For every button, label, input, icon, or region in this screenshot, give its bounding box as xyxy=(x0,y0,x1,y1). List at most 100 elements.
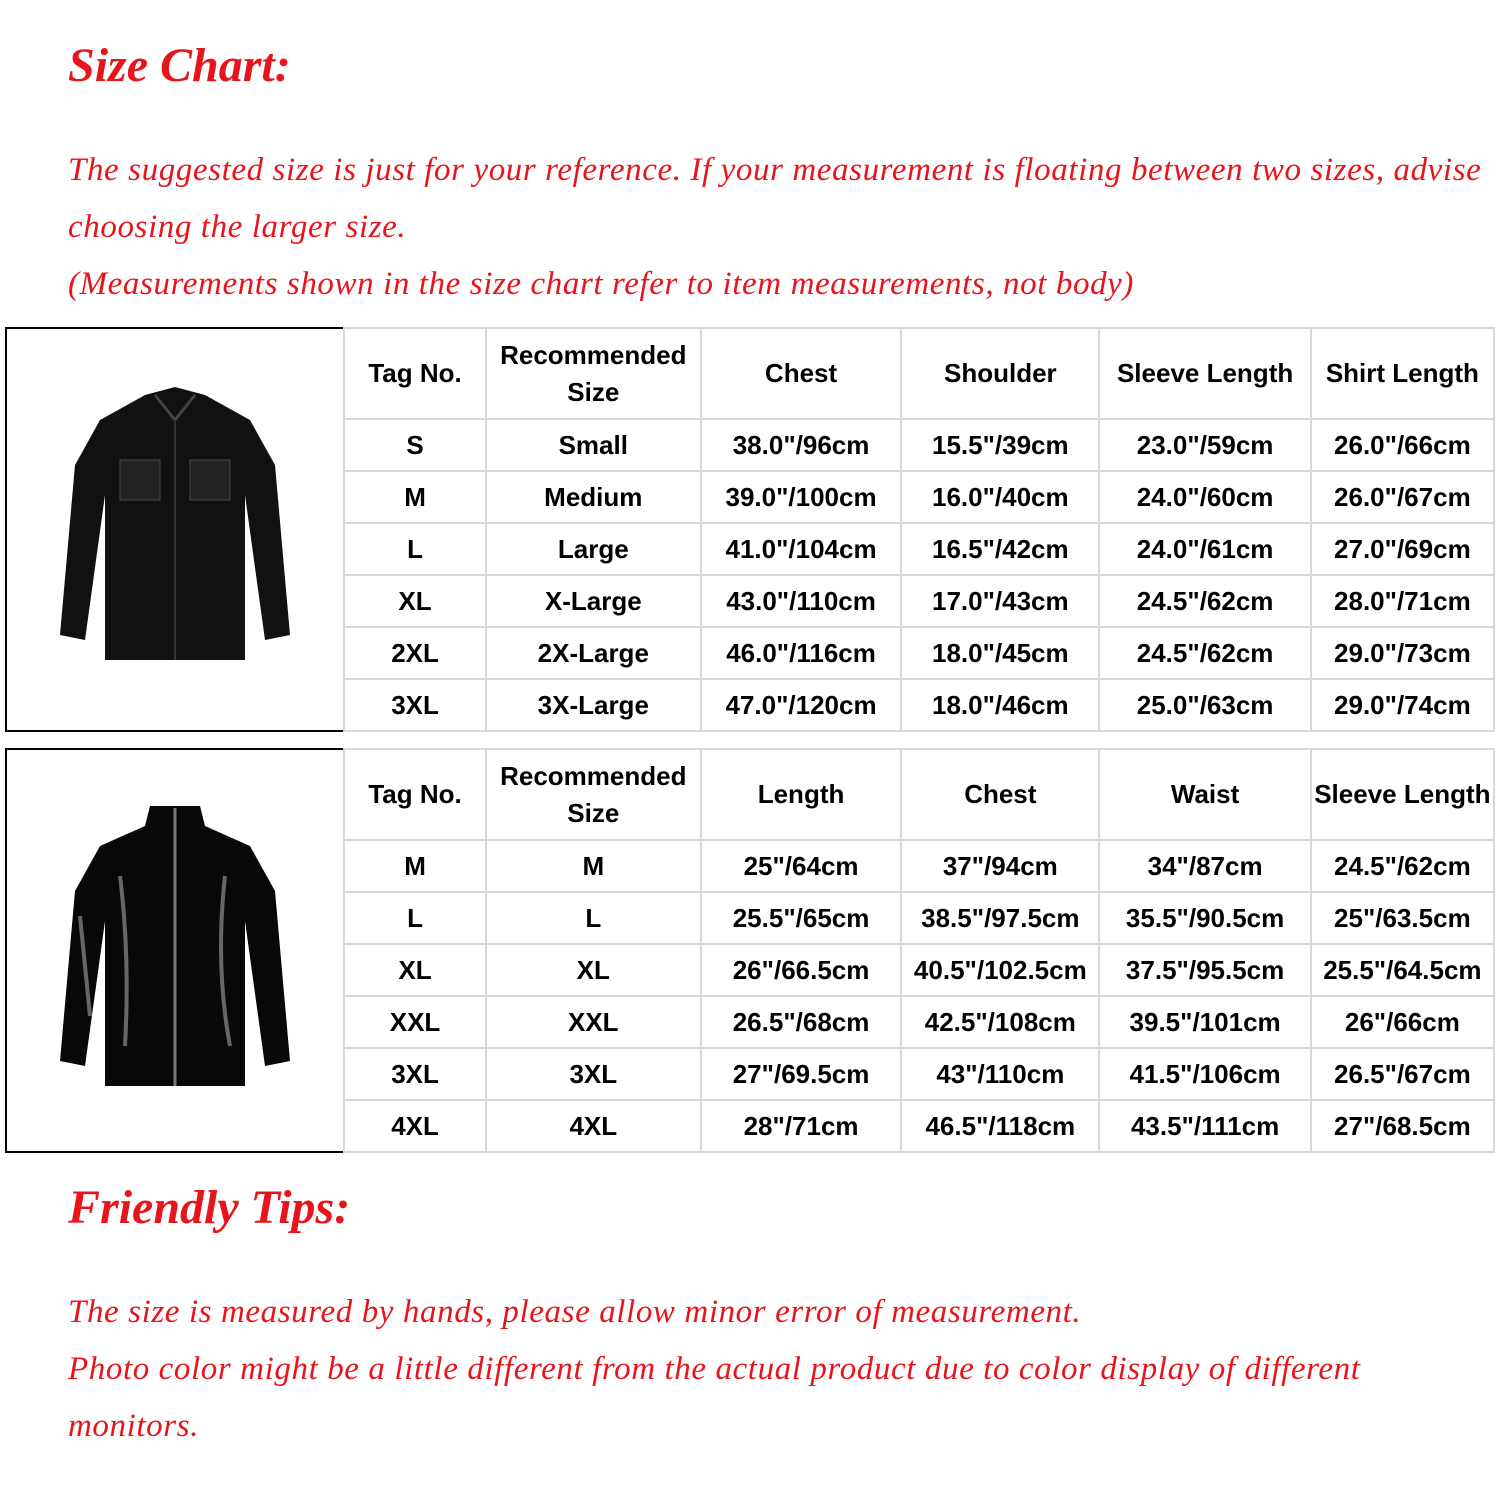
cell: 16.0"/40cm xyxy=(900,470,1101,524)
cell: XXL xyxy=(484,995,702,1049)
cell: 29.0"/73cm xyxy=(1309,626,1496,680)
image-cell xyxy=(6,749,346,1152)
cell: 34"/87cm xyxy=(1098,839,1312,893)
tips-title: Friendly Tips: xyxy=(68,1181,351,1234)
cell: 3XL xyxy=(343,678,487,732)
cell: 46.0"/116cm xyxy=(699,626,903,680)
header-cell: Shirt Length xyxy=(1309,327,1496,420)
header-cell: Waist xyxy=(1098,748,1312,841)
shirt-image xyxy=(60,805,291,1086)
cell: 26"/66cm xyxy=(1309,995,1496,1049)
data-row: L L 25.5"/65cm 38.5"/97.5cm 35.5"/90.5cm 25"/… xyxy=(6,891,1496,945)
cell: 27.0"/69cm xyxy=(1309,522,1496,576)
cell: 40.5"/102.5cm xyxy=(900,943,1101,997)
data-row: M Medium 39.0"/100cm 16.0"/40cm 24.0"/60cm 26… xyxy=(6,470,1496,524)
cell: 3XL xyxy=(343,1047,487,1101)
note-line: Photo color might be a little different … xyxy=(68,1351,1361,1444)
size-table: Tag No. Recommended Size Chest Shoulder Slee… xyxy=(5,327,1496,732)
cell: 39.5"/101cm xyxy=(1098,995,1312,1049)
header-row: Tag No. Recommended Size Length Chest Waist S… xyxy=(6,748,1496,1152)
size-table: Tag No. Recommended Size Length Chest Waist S… xyxy=(5,748,1496,1153)
cell: 23.0"/59cm xyxy=(1098,418,1312,472)
cell: 29.0"/74cm xyxy=(1309,678,1496,732)
cell: 4XL xyxy=(343,1099,487,1153)
cell: 28"/71cm xyxy=(699,1099,903,1153)
cell: 25.0"/63cm xyxy=(1098,678,1312,732)
cell: 17.0"/43cm xyxy=(900,574,1101,628)
cell: 26.5"/67cm xyxy=(1309,1047,1496,1101)
cell: 24.0"/60cm xyxy=(1098,470,1312,524)
cell: 41.0"/104cm xyxy=(699,522,903,576)
cell: 37.5"/95.5cm xyxy=(1098,943,1312,997)
header-cell: Sleeve Length xyxy=(1098,327,1312,420)
note-line: The size is measured by hands, please al… xyxy=(68,1294,1082,1330)
cell: 3X-Large xyxy=(484,678,702,732)
cell: 26.5"/68cm xyxy=(699,995,903,1049)
cell: 25.5"/64.5cm xyxy=(1309,943,1496,997)
cell: M xyxy=(484,839,702,893)
cell: 43"/110cm xyxy=(900,1047,1101,1101)
cell: 24.0"/61cm xyxy=(1098,522,1312,576)
data-row: S Small 38.0"/96cm 15.5"/39cm 23.0"/59cm 26.0… xyxy=(6,418,1496,472)
header-cell: Recommended Size xyxy=(484,748,702,841)
header-cell: Sleeve Length xyxy=(1309,748,1496,841)
cell: 41.5"/106cm xyxy=(1098,1047,1312,1101)
notes: The suggested size is just for your refe… xyxy=(68,142,1488,313)
cell: M xyxy=(343,839,487,893)
cell: 2XL xyxy=(343,626,487,680)
cell: 26.0"/67cm xyxy=(1309,470,1496,524)
cell: L xyxy=(343,522,487,576)
shirt-image xyxy=(60,386,291,660)
title: Size Chart: xyxy=(68,39,291,92)
cell: 38.5"/97.5cm xyxy=(900,891,1101,945)
cell: XXL xyxy=(343,995,487,1049)
cell: Small xyxy=(484,418,702,472)
header-row: Tag No. Recommended Size Chest Shoulder Slee… xyxy=(6,327,1496,731)
header-cell: Length xyxy=(699,748,903,841)
cell: 43.5"/111cm xyxy=(1098,1099,1312,1153)
image-cell xyxy=(6,328,346,731)
cell: 25"/64cm xyxy=(699,839,903,893)
header-cell: Tag No. xyxy=(343,327,487,420)
cell: 43.0"/110cm xyxy=(699,574,903,628)
cell: M xyxy=(343,470,487,524)
cell: 47.0"/120cm xyxy=(699,678,903,732)
cell: 18.0"/46cm xyxy=(900,678,1101,732)
cell: 16.5"/42cm xyxy=(900,522,1101,576)
data-row: XXL XXL 26.5"/68cm 42.5"/108cm 39.5"/101cm 26… xyxy=(6,995,1496,1049)
cell: XL xyxy=(343,574,487,628)
cell: 46.5"/118cm xyxy=(900,1099,1101,1153)
header-cell: Chest xyxy=(900,748,1101,841)
cell: S xyxy=(343,418,487,472)
cell: 15.5"/39cm xyxy=(900,418,1101,472)
cell: 42.5"/108cm xyxy=(900,995,1101,1049)
cell: L xyxy=(484,891,702,945)
cell: 4XL xyxy=(484,1099,702,1153)
cell: 25.5"/65cm xyxy=(699,891,903,945)
cell: Medium xyxy=(484,470,702,524)
data-row: XL XL 26"/66.5cm 40.5"/102.5cm 37.5"/95.5cm 2… xyxy=(6,943,1496,997)
cell: X-Large xyxy=(484,574,702,628)
cell: XL xyxy=(484,943,702,997)
header-cell: Recommended Size xyxy=(484,327,702,420)
note-line: (Measurements shown in the size chart re… xyxy=(68,266,1135,302)
cell: 27"/69.5cm xyxy=(699,1047,903,1101)
cell: 2X-Large xyxy=(484,626,702,680)
cell: Large xyxy=(484,522,702,576)
cell: 3XL xyxy=(484,1047,702,1101)
cell: 37"/94cm xyxy=(900,839,1101,893)
header-cell: Chest xyxy=(699,327,903,420)
data-row: XL X-Large 43.0"/110cm 17.0"/43cm 24.5"/62cm… xyxy=(6,574,1496,628)
note-line: The suggested size is just for your refe… xyxy=(68,152,1482,245)
data-row: 2XL 2X-Large 46.0"/116cm 18.0"/45cm 24.5"/62… xyxy=(6,626,1496,680)
cell: 26"/66.5cm xyxy=(699,943,903,997)
cell: 24.5"/62cm xyxy=(1098,626,1312,680)
cell: 24.5"/62cm xyxy=(1309,839,1496,893)
cell: XL xyxy=(343,943,487,997)
data-row: 4XL 4XL 28"/71cm 46.5"/118cm 43.5"/111cm 27"/… xyxy=(6,1099,1496,1153)
cell: 25"/63.5cm xyxy=(1309,891,1496,945)
data-row: M M 25"/64cm 37"/94cm 34"/87cm 24.5"/62cm xyxy=(6,839,1496,893)
cell: 39.0"/100cm xyxy=(699,470,903,524)
cell: 28.0"/71cm xyxy=(1309,574,1496,628)
cell: 26.0"/66cm xyxy=(1309,418,1496,472)
